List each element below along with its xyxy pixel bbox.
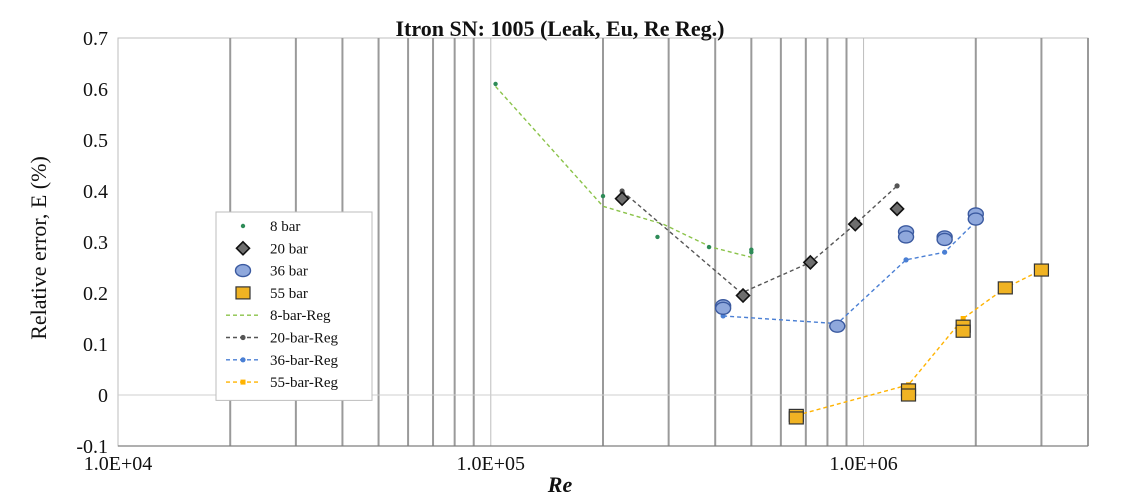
data-point-8-bar: [655, 234, 660, 240]
data-point-55-bar: [955, 324, 971, 338]
data-point-36-bar: [714, 301, 732, 315]
series: [493, 81, 1050, 425]
legend-item-20-bar: 20 bar: [235, 240, 308, 257]
data-point-20-bar-reg: [894, 183, 900, 189]
legend-label: 20-bar-Reg: [270, 331, 339, 347]
legend: 8 bar 20 bar 36 bar 55 bar 8-bar-Reg 20-bar-R…: [215, 211, 373, 401]
data-point-36-bar: [897, 230, 915, 244]
data-point-20-bar: [614, 191, 630, 207]
legend-marker: [235, 240, 251, 256]
legend-item-36-bar: 36 bar: [234, 263, 308, 280]
legend-marker: [240, 334, 246, 341]
series-55-bar: [788, 263, 1050, 425]
series-line-8-bar-reg: [495, 85, 752, 258]
legend-label: 55 bar: [270, 286, 308, 302]
series-line-55-bar-reg: [796, 269, 1042, 417]
legend-marker: [240, 379, 246, 385]
series-line-36-bar-reg: [723, 221, 977, 325]
data-point-55-bar: [788, 411, 804, 425]
data-point-20-bar: [735, 287, 751, 304]
legend-label: 36-bar-Reg: [270, 353, 339, 369]
legend-marker: [240, 223, 246, 229]
data-point-8-bar: [493, 81, 498, 87]
y-tick-label: -0.1: [76, 436, 108, 458]
series-36-bar: [714, 207, 984, 333]
data-point-36-bar: [936, 232, 953, 247]
legend-marker: [234, 263, 252, 278]
x-tick-label: 1.0E+04: [84, 453, 153, 475]
y-tick-label: 0.4: [83, 181, 108, 203]
data-point-20-bar: [889, 201, 905, 217]
data-point-55-bar: [900, 388, 917, 402]
y-tick-label: 0.2: [83, 283, 108, 305]
x-tick-label: 1.0E+05: [457, 453, 526, 475]
data-point-8-bar: [706, 244, 712, 250]
y-tick-label: 0.1: [83, 334, 108, 356]
legend-label: 36 bar: [270, 264, 308, 280]
series-20-bar: [614, 191, 905, 304]
y-tick-label: 0.3: [83, 232, 108, 254]
data-point-36-bar-reg: [903, 257, 909, 263]
legend-item-36-bar-reg: 36-bar-Reg: [226, 353, 339, 369]
data-point-36-bar: [829, 319, 846, 333]
legend-item-8-bar-reg: 8-bar-Reg: [226, 308, 331, 324]
y-tick-label: 0.7: [83, 28, 108, 50]
x-axis-label: Re: [547, 472, 573, 497]
y-tick-label: 0.5: [83, 130, 108, 152]
data-point-55-bar-reg: [960, 316, 966, 321]
legend-item-55-bar: 55 bar: [235, 286, 308, 302]
series-8-bar-reg: [495, 85, 752, 258]
legend-item-8-bar: 8 bar: [240, 219, 300, 235]
data-point-20-bar: [847, 216, 863, 232]
y-tick-label: 0.6: [83, 79, 108, 101]
legend-label: 8-bar-Reg: [270, 308, 331, 324]
data-point-20-bar-reg: [619, 188, 625, 194]
chart-title: Itron SN: 1005 (Leak, Eu, Re Reg.): [396, 16, 725, 41]
data-point-55-bar: [1033, 263, 1050, 277]
legend-item-20-bar-reg: 20-bar-Reg: [226, 331, 339, 347]
y-tick-label: 0: [98, 385, 108, 407]
legend-label: 20 bar: [270, 241, 308, 257]
legend-marker: [240, 357, 246, 363]
legend-marker: [235, 286, 251, 300]
legend-label: 55-bar-Reg: [270, 375, 339, 391]
axes: -0.1 0 0.1 0.2 0.3 0.4 0.5 0.6 0.7 1.0E+04 1.0E+05…: [76, 28, 1088, 475]
data-point-36-bar: [967, 212, 984, 226]
data-point-20-bar: [802, 254, 819, 271]
legend-label: 8 bar: [270, 219, 300, 235]
data-point-55-bar: [997, 281, 1013, 295]
y-axis-label: Relative error, E (%): [26, 156, 51, 340]
legend-item-55-bar-reg: 55-bar-Reg: [226, 375, 339, 391]
series-8-bar: [493, 81, 754, 255]
data-point-8-bar: [749, 250, 754, 255]
legend-box: [215, 211, 373, 401]
x-tick-label: 1.0E+06: [829, 453, 898, 475]
data-point-8-bar: [600, 193, 606, 199]
data-point-36-bar-reg: [942, 249, 948, 255]
